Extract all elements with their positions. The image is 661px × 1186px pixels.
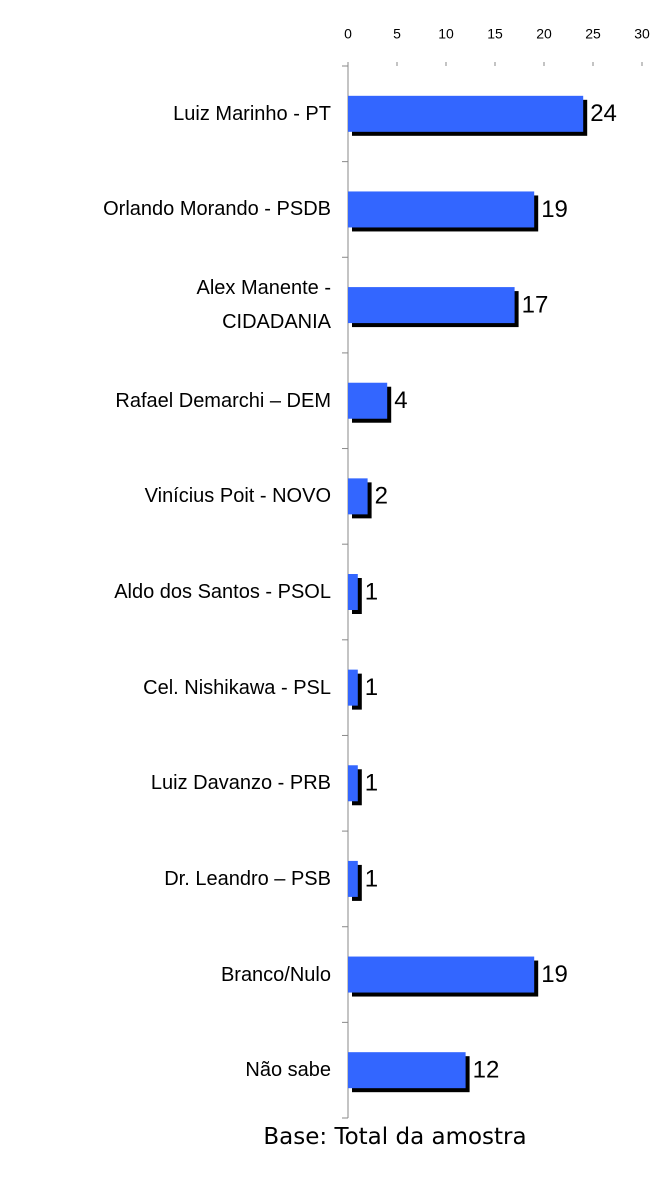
data-label: 1 — [365, 865, 378, 892]
x-tick-label: 30 — [634, 26, 650, 42]
category-label: Orlando Morando - PSDB — [103, 198, 331, 221]
category-label: Branco/Nulo — [220, 963, 331, 986]
category-label: Cel. Nishikawa - PSL — [143, 676, 331, 699]
bar — [348, 860, 358, 897]
category-label: Vinícius Poit - NOVO — [144, 485, 331, 508]
footnote: Base: Total da amostra — [263, 1124, 527, 1150]
category-label: Não sabe — [245, 1059, 331, 1082]
data-label: 19 — [541, 196, 568, 223]
bar — [348, 478, 368, 515]
data-label: 19 — [541, 961, 568, 988]
bar — [348, 287, 515, 324]
data-label: 1 — [365, 674, 378, 701]
data-label: 2 — [375, 483, 388, 510]
bar — [348, 765, 358, 802]
x-tick-label: 15 — [487, 26, 503, 42]
category-label: Dr. Leandro – PSB — [164, 867, 331, 890]
data-label: 1 — [365, 578, 378, 605]
bar — [348, 95, 584, 132]
category-label: Luiz Davanzo - PRB — [150, 772, 331, 795]
x-tick-label: 20 — [536, 26, 552, 42]
data-label: 4 — [394, 387, 407, 414]
bar — [348, 956, 535, 993]
data-label: 17 — [522, 291, 549, 318]
category-label: Aldo dos Santos - PSOL — [114, 581, 331, 603]
bar — [348, 669, 358, 706]
bar — [348, 382, 388, 419]
bar — [348, 574, 358, 610]
data-label: 24 — [590, 100, 617, 127]
x-tick-label: 10 — [438, 26, 454, 42]
bar — [348, 1052, 466, 1089]
data-label: 1 — [365, 770, 378, 797]
data-label: 12 — [473, 1057, 500, 1084]
bar — [348, 191, 535, 228]
x-tick-label: 5 — [393, 26, 401, 42]
category-label: Rafael Demarchi – DEM — [115, 389, 331, 412]
category-label: Luiz Marinho - PT — [173, 102, 331, 125]
x-tick-label: 25 — [585, 26, 601, 42]
category-label: Alex Manente - CIDADANIA — [196, 277, 331, 334]
x-tick-label: 0 — [344, 26, 352, 42]
